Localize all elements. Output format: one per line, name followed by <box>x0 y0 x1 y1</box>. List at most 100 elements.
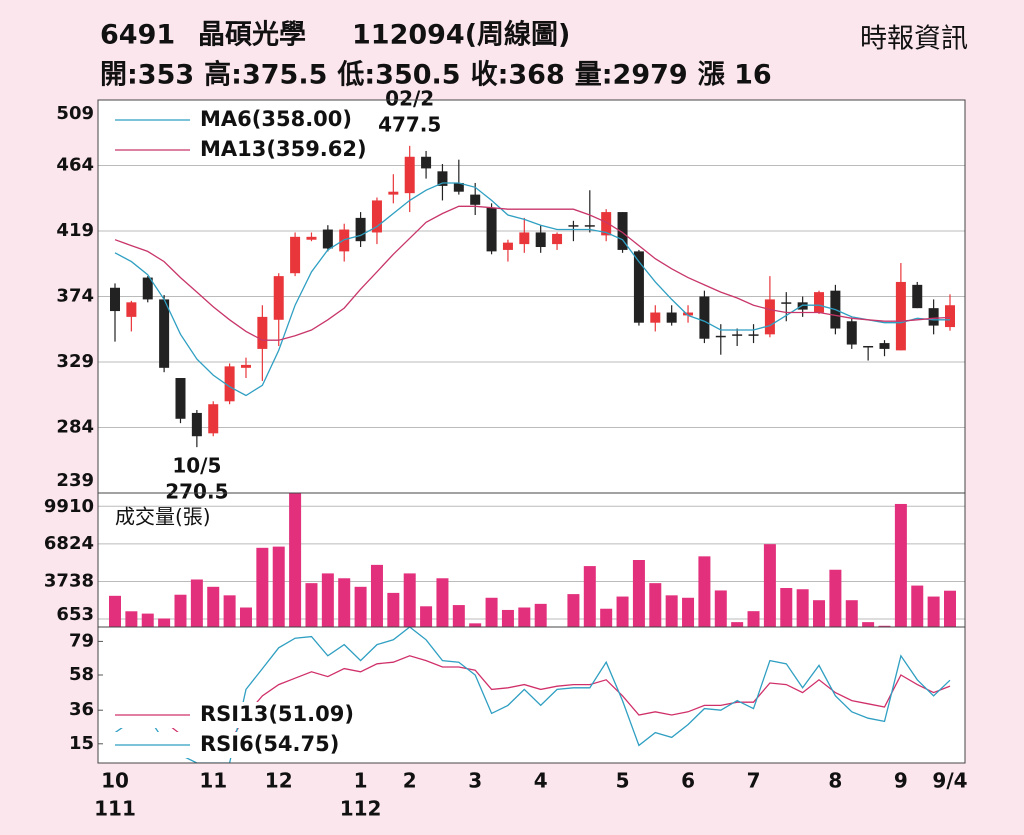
candle-body <box>240 364 251 368</box>
volume-bar <box>747 611 760 627</box>
legend-label: RSI6(54.75) <box>200 732 339 756</box>
candle-body <box>797 302 808 310</box>
candle-body <box>388 191 399 195</box>
x-tick-label: 12 <box>265 769 293 793</box>
candle-body <box>175 378 186 419</box>
x-tick-label: 10 <box>101 769 129 793</box>
y-tick-label: 9910 <box>44 496 94 517</box>
quote-item: 高:375.5 <box>204 59 327 91</box>
volume-bar <box>518 607 531 627</box>
volume-bar <box>370 564 383 627</box>
volume-bar <box>813 600 826 627</box>
volume-bar <box>190 579 203 627</box>
x-tick-label: 9 <box>894 769 908 793</box>
y-tick-label: 464 <box>56 155 94 176</box>
volume-bar <box>845 600 858 627</box>
candle-body <box>912 284 923 309</box>
legend-label: RSI13(51.09) <box>200 702 354 726</box>
annotation-value: 477.5 <box>378 112 441 136</box>
x-tick-label: 11 <box>199 769 227 793</box>
volume-bar <box>436 578 449 627</box>
candle-body <box>879 343 890 349</box>
x-tick-label: 9/4 <box>932 769 967 793</box>
volume-bar <box>469 623 482 627</box>
y-tick-label: 3738 <box>44 570 94 591</box>
candle-body <box>339 229 350 252</box>
x-year-label: 111 <box>94 797 136 821</box>
y-tick-label: 374 <box>56 286 94 307</box>
annotation-date: 10/5 <box>172 454 221 478</box>
candle-body <box>159 299 170 368</box>
quote-item: 開:353 <box>100 60 194 91</box>
panel <box>98 493 965 627</box>
volume-bar <box>829 569 842 627</box>
volume-bar <box>714 590 727 627</box>
volume-bar <box>731 622 744 627</box>
line <box>114 182 950 397</box>
y-tick-label: 329 <box>56 351 94 372</box>
y-tick-label: 284 <box>56 417 94 438</box>
candle-body <box>715 335 726 338</box>
y-tick-label: 79 <box>69 630 94 651</box>
candle-body <box>110 287 120 312</box>
quote-line: 開:353 高:375.5 低:350.5 收:368 量:2979 漲 16 <box>100 59 772 91</box>
candle-body <box>470 194 481 205</box>
volume-bar <box>567 594 580 627</box>
candle-body <box>257 316 268 349</box>
volume-bar <box>452 605 465 627</box>
candle-body <box>617 212 628 250</box>
panel-border <box>97 626 966 764</box>
volume-bar <box>141 613 154 627</box>
candle-body <box>699 296 710 339</box>
x-year-label: 112 <box>340 797 382 821</box>
x-tick-label: 6 <box>681 769 695 793</box>
volume-bar <box>616 596 629 627</box>
volume-bar <box>583 566 596 627</box>
candle-body <box>895 281 906 351</box>
y-tick-label: 653 <box>56 604 94 625</box>
candle-body <box>764 299 775 335</box>
quote-item: 低:350.5 <box>336 60 460 91</box>
x-tick-label: 4 <box>534 769 548 793</box>
candle-body <box>486 207 497 252</box>
volume-bar <box>796 589 809 627</box>
volume-bar <box>600 608 613 627</box>
candle-body <box>584 225 595 227</box>
chart-subtitle: 112094(周線圖) <box>352 19 570 51</box>
volume-bar <box>256 547 269 627</box>
y-tick-label: 419 <box>56 220 94 241</box>
x-tick-label: 1 <box>354 769 368 793</box>
candle-body <box>502 242 513 250</box>
legend-label: MA13(359.62) <box>200 137 367 161</box>
panel-title: 成交量(張) <box>115 505 211 529</box>
candle-body <box>552 233 563 245</box>
x-tick-label: 5 <box>616 769 630 793</box>
volume-bar <box>174 594 187 627</box>
candle-body <box>683 312 694 316</box>
volume-bar <box>158 618 171 627</box>
candle-body <box>748 334 759 336</box>
volume-bar <box>207 586 220 627</box>
volume-bar <box>321 573 334 627</box>
volume-bar <box>387 592 400 627</box>
candle-body <box>126 302 137 317</box>
volume-bar <box>649 583 662 627</box>
y-tick-label: 6824 <box>44 533 94 554</box>
volume-bar <box>944 590 956 627</box>
candle-body <box>650 312 661 323</box>
y-tick-label: 15 <box>69 733 94 754</box>
candle-body <box>208 404 219 434</box>
volume-bar <box>665 595 678 627</box>
candle-body <box>437 171 448 186</box>
candle-body <box>666 312 677 323</box>
volume-bar <box>780 588 793 627</box>
volume-bar <box>911 585 924 627</box>
stock-code: 6491 <box>100 20 175 51</box>
annotation-date: 02/2 <box>385 86 434 110</box>
candle-body <box>945 305 955 328</box>
annotation-value: 270.5 <box>165 480 228 504</box>
candle-body <box>535 232 546 248</box>
candle-body <box>453 182 464 192</box>
x-tick-label: 8 <box>828 769 842 793</box>
